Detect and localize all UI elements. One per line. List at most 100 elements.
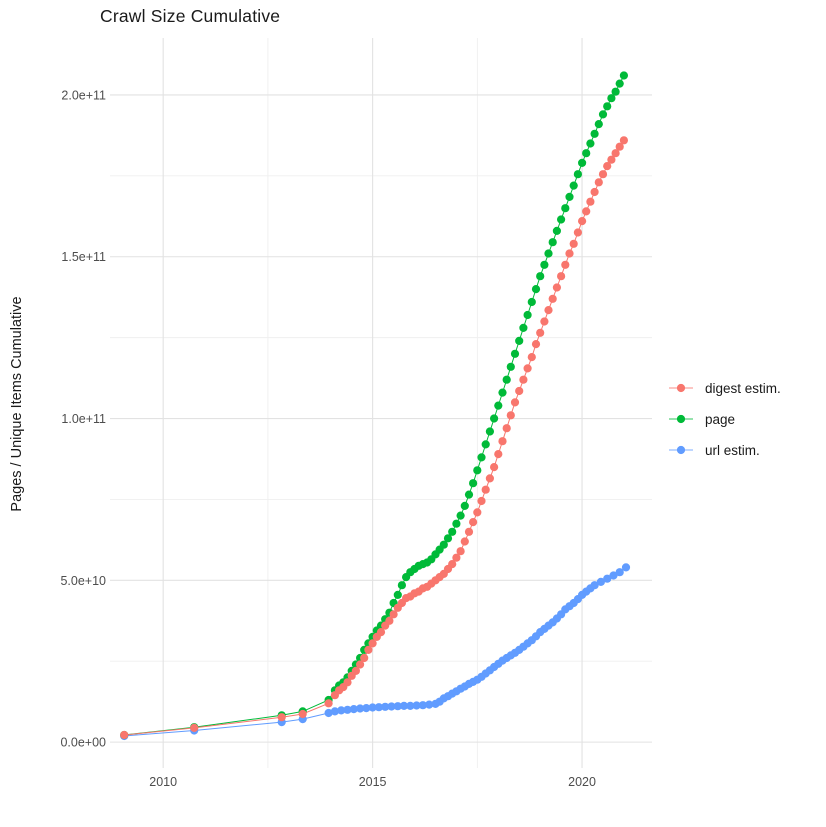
data-point	[343, 705, 352, 714]
data-point	[598, 170, 608, 179]
data-point	[412, 701, 421, 710]
data-point	[621, 563, 631, 572]
legend-item: page	[668, 408, 781, 430]
data-point	[552, 226, 562, 235]
data-point	[360, 653, 369, 663]
data-point	[452, 519, 461, 528]
data-point	[609, 571, 618, 580]
data-point	[393, 590, 402, 600]
data-point	[615, 142, 624, 151]
data-point	[523, 364, 532, 373]
y-tick-label: 1.5e+11	[61, 250, 106, 264]
data-point	[527, 297, 536, 307]
legend-marker-icon	[669, 445, 693, 455]
data-point	[473, 466, 482, 475]
data-point	[356, 704, 365, 713]
data-point	[381, 702, 390, 711]
data-point	[485, 474, 494, 483]
data-point	[510, 349, 520, 358]
data-point	[498, 437, 507, 446]
data-point	[607, 94, 616, 103]
data-point	[573, 170, 583, 179]
data-point	[490, 414, 499, 423]
data-point	[565, 192, 574, 201]
legend-item: url estim.	[668, 439, 781, 461]
data-point	[619, 71, 629, 80]
data-point	[343, 678, 352, 687]
data-point	[351, 666, 360, 676]
data-point	[448, 527, 457, 536]
legend-label: digest estim.	[705, 380, 781, 396]
data-point	[190, 723, 199, 733]
y-tick-label: 5.0e+10	[60, 574, 106, 588]
data-point	[324, 708, 333, 718]
y-tick-label: 1.0e+11	[61, 412, 106, 426]
data-point	[374, 703, 383, 712]
data-point	[481, 485, 490, 494]
data-point	[506, 362, 515, 371]
data-point	[557, 272, 566, 281]
data-point	[490, 463, 499, 472]
data-point	[452, 553, 461, 562]
data-point	[607, 155, 616, 164]
x-tick-label: 2020	[568, 775, 596, 789]
data-point	[298, 709, 307, 719]
legend-label: page	[705, 411, 736, 427]
data-point	[324, 699, 333, 708]
data-point	[598, 110, 608, 119]
data-point	[536, 328, 545, 337]
data-point	[615, 79, 624, 88]
data-point	[569, 181, 578, 190]
data-point	[494, 450, 503, 459]
data-point	[561, 260, 570, 269]
data-point	[469, 518, 478, 527]
data-point	[582, 207, 591, 216]
data-point	[485, 427, 494, 436]
data-point	[536, 272, 545, 281]
data-point	[389, 610, 398, 619]
data-point	[376, 628, 386, 637]
data-point	[502, 424, 511, 433]
legend-item: digest estim.	[668, 377, 781, 399]
data-point	[397, 581, 406, 590]
data-point	[510, 398, 520, 407]
series-points-url-estim-	[120, 563, 631, 741]
data-point	[515, 336, 524, 345]
legend-dot	[676, 383, 686, 393]
legend-label: url estim.	[705, 442, 760, 458]
data-point	[552, 283, 562, 292]
series-points-digest-estim-	[120, 136, 629, 740]
data-point	[439, 540, 448, 549]
legend-marker-icon	[669, 414, 693, 424]
legend-marker-icon	[669, 383, 693, 393]
x-tick-label: 2015	[359, 775, 387, 789]
data-point	[498, 388, 507, 397]
series-points	[120, 71, 631, 741]
data-point	[515, 386, 524, 396]
data-point	[456, 511, 465, 520]
data-point	[540, 260, 549, 269]
y-tick-label: 2.0e+11	[61, 88, 106, 102]
chart-title: Crawl Size Cumulative	[100, 6, 281, 26]
data-point	[425, 700, 434, 709]
data-point	[460, 537, 469, 546]
data-point	[590, 129, 599, 138]
data-point	[349, 705, 358, 714]
data-point	[603, 102, 612, 111]
data-point	[578, 217, 587, 226]
data-point	[531, 285, 541, 294]
data-point	[561, 204, 570, 213]
data-point	[364, 645, 373, 655]
data-point	[548, 238, 557, 247]
y-tick-label: 0.0e+00	[60, 736, 106, 750]
major-gridlines	[110, 38, 652, 768]
data-point	[596, 577, 606, 587]
data-point	[506, 411, 515, 420]
data-point	[464, 527, 474, 536]
data-point	[519, 375, 528, 384]
data-point	[523, 310, 532, 320]
data-point	[544, 249, 553, 258]
data-point	[586, 139, 595, 148]
data-point	[603, 574, 612, 583]
data-point	[594, 178, 603, 187]
